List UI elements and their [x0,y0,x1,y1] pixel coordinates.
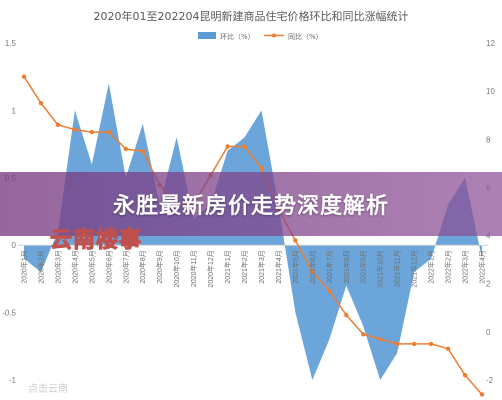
right-tick-label: 12 [486,39,495,48]
x-tick-label: 2021年4月 [274,250,283,283]
tongbi-point [55,122,61,128]
x-tick-label: 2020年4月 [70,250,79,283]
right-tick-label: 10 [486,87,495,96]
right-tick-label: 2 [486,280,491,289]
x-tick-label: 2022年4月 [478,250,487,283]
tongbi-point [310,269,315,274]
x-tick-label: 2021年2月 [240,250,249,283]
x-tick-label: 2021年7月 [325,250,334,283]
tongbi-point [259,165,264,171]
x-tick-label: 2021年5月 [291,250,300,283]
x-tick-label: 2021年6月 [308,250,317,283]
tongbi-point [394,341,400,347]
x-tick-label: 2020年5月 [87,250,96,283]
x-tick-label: 2022年2月 [444,250,453,283]
legend-label-huanbi: 环比（%） [220,32,255,41]
x-tick-label: 2020年1月 [20,250,29,283]
x-tick-label: 2020年3月 [53,250,62,283]
right-tick-label: -2 [486,376,494,385]
right-tick-label: 8 [486,135,491,144]
legend-marker-tongbi [272,33,276,38]
legend: 环比（%） 同比（%） [198,32,323,41]
tongbi-point [361,332,366,337]
headline-banner: 永胜最新房价走势深度解析 [0,172,502,236]
legend-label-tongbi: 同比（%） [288,32,323,41]
left-tick-label: -1 [9,376,17,385]
tongbi-point [21,74,27,79]
tongbi-point [411,341,417,347]
x-tick-label: 2020年12月 [206,250,215,287]
tongbi-point [327,288,332,294]
right-tick-label: 0 [486,328,491,337]
x-tick-label: 2022年3月 [461,250,470,283]
left-tick-label: 0 [12,241,17,250]
tongbi-point [428,341,434,347]
right-tick-label: 4 [486,232,491,241]
tongbi-point [38,100,44,106]
x-tick-label: 2020年2月 [36,250,45,283]
x-tick-label: 2020年9月 [155,250,164,283]
tongbi-point [140,149,145,154]
x-tick-label: 2020年6月 [104,250,113,283]
x-tick-label: 2021年8月 [342,250,351,283]
headline-title: 永胜最新房价走势深度解析 [112,194,389,219]
x-axis-ticks: 2020年1月 2020年2月 2020年3月 2020年4月 2020年5月 2020年… [20,250,487,287]
tongbi-point [72,127,78,132]
tongbi-point [344,312,349,318]
x-tick-label: 2022年1月 [427,250,436,283]
x-tick-label: 2021年1月 [223,250,232,283]
x-tick-label: 2020年7月 [121,250,130,283]
tongbi-point [225,144,230,149]
x-tick-label: 2021年9月 [359,250,368,283]
legend-swatch-huanbi [198,32,216,39]
x-tick-label: 2020年8月 [138,250,147,283]
tongbi-point [242,144,247,149]
tongbi-point [462,372,468,378]
left-tick-label: 1.5 [5,39,17,48]
x-tick-label: 2021年10月 [376,250,385,287]
x-tick-label: 2021年11月 [393,250,402,287]
tongbi-point [445,346,451,351]
brand-stamp: 云南楼事 [49,228,143,254]
tongbi-point [123,146,128,152]
x-tick-label: 2020年11月 [189,250,198,287]
tongbi-point [89,129,95,135]
tongbi-point [293,238,298,243]
x-tick-label: 2021年3月 [257,250,266,283]
x-tick-label: 2020年10月 [172,250,181,287]
left-tick-label: 1 [12,106,17,115]
watermark-text: 点击云南 [28,382,68,395]
tongbi-point [378,336,383,342]
chart-title: 2020年01至202204昆明新建商品住宅价格环比和同比涨幅统计 [94,9,409,23]
tongbi-point [106,129,112,135]
x-tick-label: 2021年12月 [410,250,419,287]
tongbi-point [479,392,485,397]
series-tongbi-line [23,76,483,395]
left-tick-label: -0.5 [2,309,16,318]
